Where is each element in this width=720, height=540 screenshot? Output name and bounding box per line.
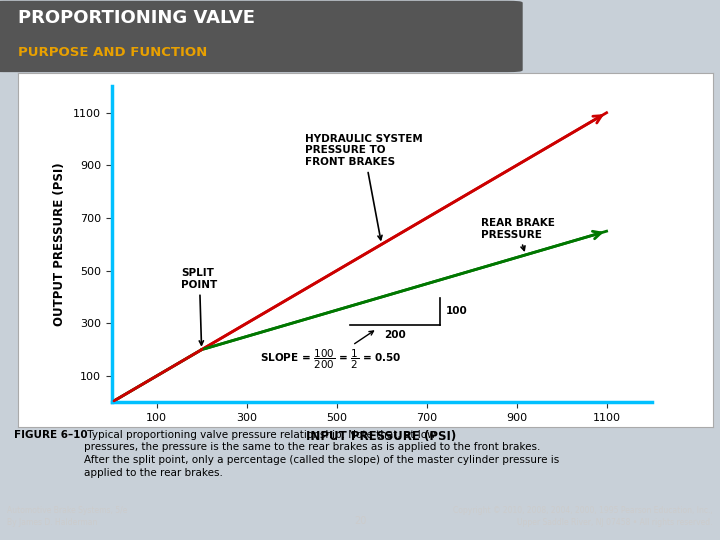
Text: FIGURE 6–10: FIGURE 6–10 [14,430,88,440]
Text: 200: 200 [384,330,406,340]
Text: SLOPE = $\dfrac{100}{200}$ = $\dfrac{1}{2}$ = 0.50: SLOPE = $\dfrac{100}{200}$ = $\dfrac{1}{… [260,331,402,372]
Text: 100: 100 [446,307,467,316]
Text: HYDRAULIC SYSTEM
PRESSURE TO
FRONT BRAKES: HYDRAULIC SYSTEM PRESSURE TO FRONT BRAKE… [305,134,423,240]
X-axis label: INPUT PRESSURE (PSI): INPUT PRESSURE (PSI) [307,430,456,443]
FancyBboxPatch shape [0,2,522,71]
Text: Copyright © 2010, 2008, 2004, 2000, 1995 Pearson Education, Inc.,
Upper Saddle R: Copyright © 2010, 2008, 2004, 2000, 1995… [453,507,713,527]
Text: 20: 20 [354,516,366,525]
Text: SPLIT
POINT: SPLIT POINT [181,268,217,345]
Y-axis label: OUTPUT PRESSURE (PSI): OUTPUT PRESSURE (PSI) [53,163,66,326]
Text: Typical proportioning valve pressure relationship. Note that, at low
pressures, : Typical proportioning valve pressure rel… [84,430,559,478]
Text: PURPOSE AND FUNCTION: PURPOSE AND FUNCTION [18,46,207,59]
Text: PROPORTIONING VALVE: PROPORTIONING VALVE [18,9,255,27]
Text: REAR BRAKE
PRESSURE: REAR BRAKE PRESSURE [481,218,554,251]
Text: Automotive Brake Systems, 5/e
By James D. Halderman: Automotive Brake Systems, 5/e By James D… [7,507,127,527]
